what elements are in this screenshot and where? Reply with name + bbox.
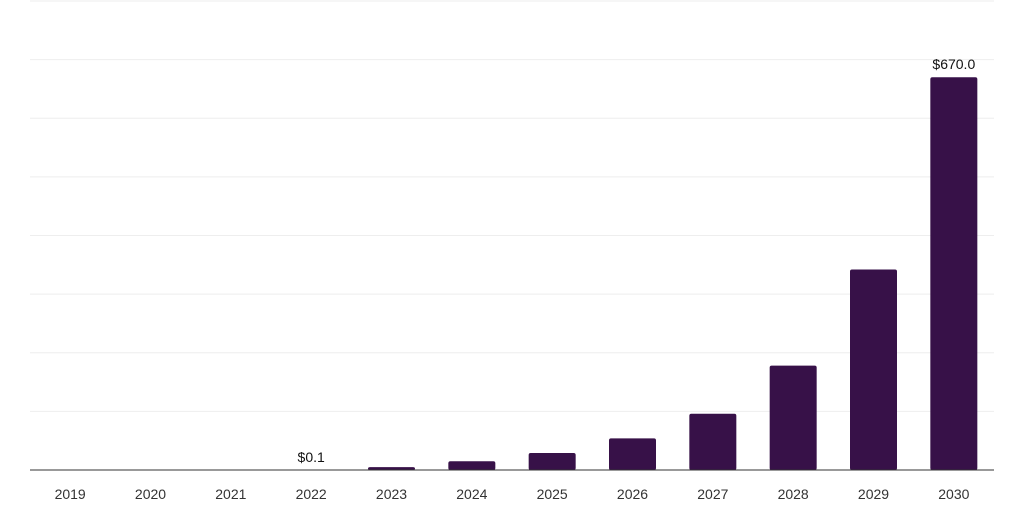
bar-2023 <box>368 467 415 470</box>
x-tick-label-2025: 2025 <box>537 486 568 502</box>
bar-2029 <box>850 269 897 470</box>
bars <box>287 77 978 471</box>
x-tick-label-2022: 2022 <box>296 486 327 502</box>
x-tick-label-2028: 2028 <box>778 486 809 502</box>
data-label-2030: $670.0 <box>932 56 975 72</box>
data-labels: $0.1 $670.0 <box>298 56 976 465</box>
x-tick-label-2030: 2030 <box>938 486 969 502</box>
bar-2030 <box>930 77 978 471</box>
bar-2026 <box>609 438 656 470</box>
x-tick-label-2026: 2026 <box>617 486 648 502</box>
x-tick-label-2019: 2019 <box>55 486 86 502</box>
x-tick-label-2020: 2020 <box>135 486 166 502</box>
gridlines <box>30 0 994 412</box>
x-axis-tick-labels: 2019 2020 2021 2022 2023 2024 2025 2026 2027 2028… <box>55 486 970 502</box>
x-tick-label-2027: 2027 <box>697 486 728 502</box>
x-tick-label-2024: 2024 <box>456 486 487 502</box>
x-tick-label-2029: 2029 <box>858 486 889 502</box>
bar-2028 <box>769 365 817 470</box>
x-tick-label-2023: 2023 <box>376 486 407 502</box>
bar-2027 <box>689 413 737 470</box>
bar-2024 <box>448 461 496 470</box>
data-label-2022: $0.1 <box>298 449 325 465</box>
bar-2025 <box>528 452 576 470</box>
x-tick-label-2021: 2021 <box>215 486 246 502</box>
